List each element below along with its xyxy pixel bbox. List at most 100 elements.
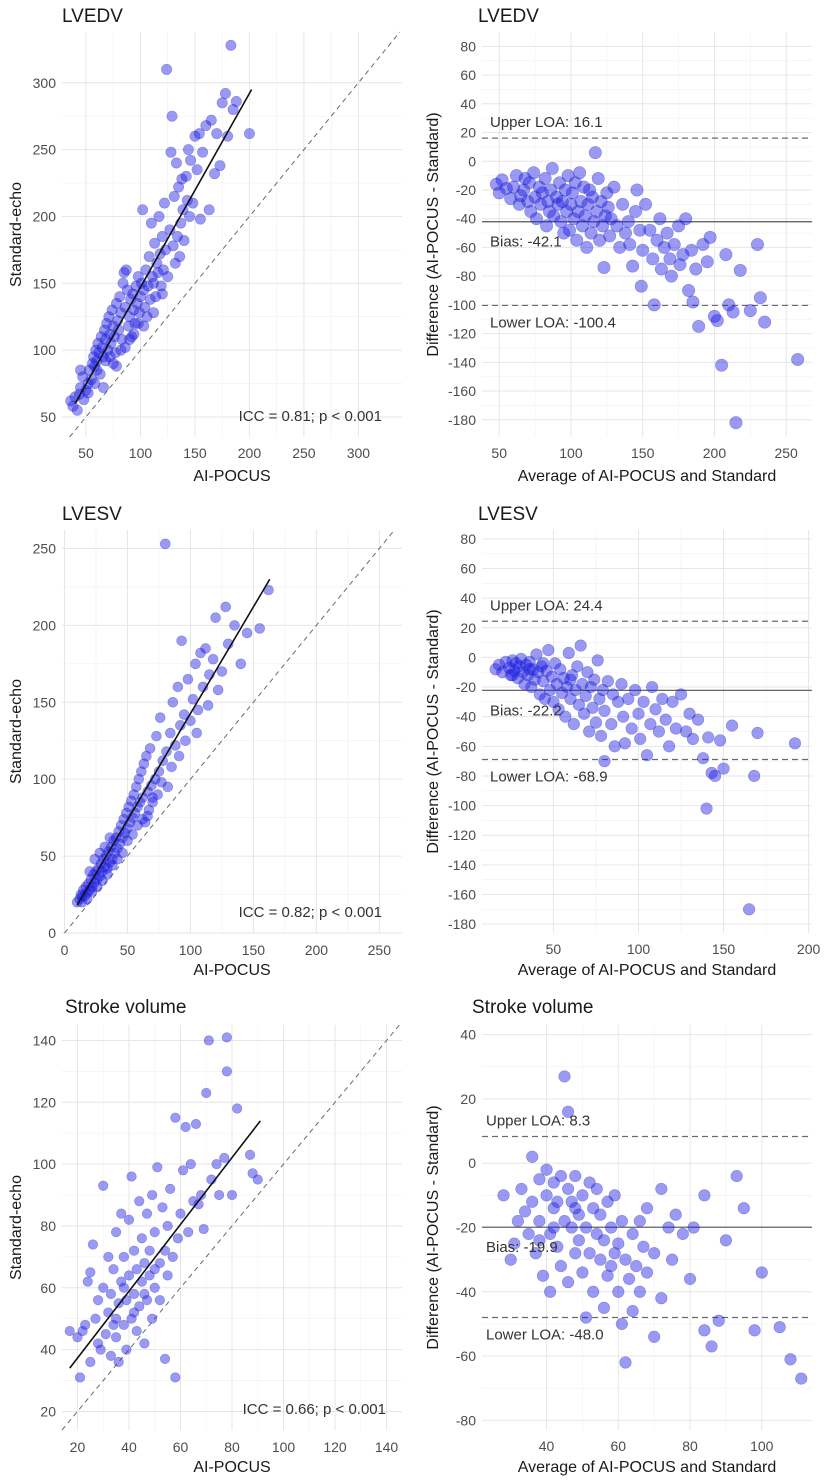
data-point (666, 1253, 679, 1266)
data-point (653, 212, 667, 226)
data-point (230, 96, 242, 108)
data-point (587, 1285, 600, 1298)
x-tick-label: 0 (61, 942, 69, 958)
icc-annotation: ICC = 0.66; p < 0.001 (243, 1401, 386, 1418)
x-tick-label: 80 (682, 1438, 698, 1454)
data-point (129, 1245, 140, 1256)
x-tick-label: 150 (242, 942, 266, 958)
y-tick-label: -20 (456, 1220, 476, 1236)
data-point (162, 271, 174, 283)
x-tick-label: 50 (120, 942, 136, 958)
x-tick-label: 250 (774, 445, 798, 461)
data-point (555, 194, 569, 208)
data-point (585, 190, 599, 204)
y-tick-label: 0 (48, 925, 56, 941)
data-point (139, 1257, 150, 1269)
data-point (164, 727, 176, 739)
data-point (576, 677, 589, 691)
data-point (597, 1301, 611, 1314)
data-point (552, 703, 565, 716)
data-point (659, 713, 672, 726)
data-point (588, 673, 601, 686)
data-point (597, 1234, 611, 1247)
data-point (88, 351, 100, 363)
data-point (166, 761, 177, 773)
data-point (87, 1239, 99, 1250)
data-point (107, 853, 118, 865)
data-point (551, 197, 565, 211)
data-point (499, 655, 512, 668)
data-point (125, 795, 137, 807)
data-point (74, 1372, 86, 1383)
data-point (623, 238, 637, 252)
stroke-volume-bland-altman-panel: 40 60 80 100 40 20 0 -20 -40 -60 -80 Upper LOA: 8.3… (425, 997, 812, 1476)
data-point (203, 204, 215, 216)
data-point (544, 1285, 557, 1298)
data-point (528, 190, 542, 204)
data-point (131, 1325, 142, 1337)
data-point (149, 237, 161, 249)
x-tick-label: 100 (559, 445, 583, 461)
data-point (89, 853, 101, 865)
data-point (147, 796, 158, 808)
data-point (773, 1321, 786, 1334)
data-point (669, 722, 683, 735)
data-point (523, 663, 536, 676)
data-point (522, 1227, 535, 1241)
data-point (687, 1221, 700, 1234)
identity-line (61, 1024, 400, 1431)
data-point (200, 120, 212, 132)
regression-line (69, 1120, 261, 1369)
y-tick-label: -60 (456, 239, 476, 255)
lower-loa-label: Lower LOA: -68.9 (490, 769, 608, 786)
y-tick-label: 100 (33, 342, 57, 358)
data-point (152, 267, 164, 279)
x-tick-label: 120 (323, 1439, 347, 1455)
data-point (195, 647, 206, 659)
data-point (633, 1285, 646, 1298)
x-tick-label: 150 (631, 445, 655, 461)
data-point (708, 769, 722, 783)
data-point (112, 853, 123, 865)
data-point (180, 1121, 191, 1133)
data-point (648, 1247, 661, 1260)
data-point (170, 1372, 181, 1383)
data-point (607, 180, 621, 194)
data-point (126, 331, 138, 343)
data-point (569, 1247, 582, 1260)
data-point (597, 261, 611, 275)
data-point (643, 223, 657, 237)
y-tick-label: -40 (456, 709, 476, 725)
data-point (149, 1282, 160, 1293)
data-point (563, 223, 577, 237)
data-point (583, 1247, 596, 1260)
data-point (705, 1340, 718, 1353)
data-point (750, 238, 764, 252)
data-point (64, 1325, 75, 1337)
data-point (748, 1324, 761, 1337)
data-point (133, 307, 145, 319)
data-point (117, 847, 128, 859)
y-tick-label: -120 (448, 827, 476, 843)
data-point (598, 755, 611, 768)
data-point (714, 734, 727, 747)
y-tick-label: 120 (33, 1094, 57, 1110)
data-point (216, 97, 228, 109)
data-point (116, 1276, 127, 1287)
data-point (110, 1227, 122, 1238)
data-point (173, 181, 185, 193)
data-point (102, 863, 113, 874)
data-point (151, 730, 162, 742)
x-tick-label: 200 (305, 942, 329, 958)
data-point (652, 725, 666, 738)
data-point (702, 731, 715, 744)
data-point (504, 192, 518, 206)
data-point (116, 1208, 127, 1219)
data-point (707, 309, 721, 323)
data-point (730, 1169, 743, 1183)
data-point (666, 695, 679, 708)
data-point (126, 1171, 137, 1182)
data-point (696, 238, 710, 252)
y-tick-label: 100 (33, 1156, 57, 1172)
